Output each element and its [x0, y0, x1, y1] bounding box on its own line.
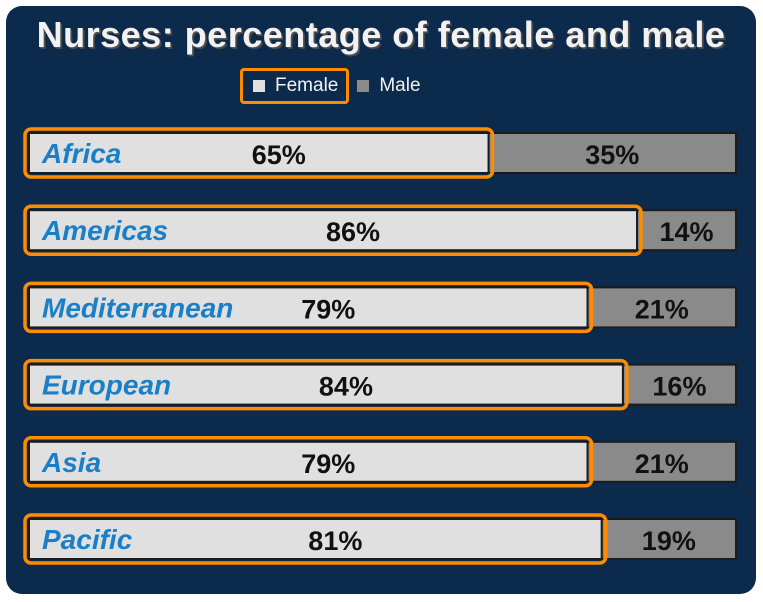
value-label-female-pacific: 81% [308, 526, 362, 556]
highlight-outline-european [23, 358, 629, 411]
value-label-male-americas: 14% [659, 217, 713, 247]
highlight-outline-asia [23, 436, 594, 488]
value-label-female-americas: 86% [326, 217, 380, 247]
bar-male-mediterranean [586, 286, 738, 329]
value-label-male-pacific: 19% [642, 526, 696, 556]
value-label-male-asia: 21% [635, 449, 689, 479]
value-label-female-european: 84% [319, 372, 373, 402]
legend: Female Male [240, 68, 429, 104]
category-label-european: European [42, 370, 171, 401]
chart-panel: Nurses: percentage of female and male Fe… [6, 6, 756, 594]
category-label-pacific: Pacific [42, 524, 133, 555]
value-label-male-european: 16% [652, 372, 706, 402]
bar-female-americas [28, 209, 639, 252]
highlight-outline-africa [23, 127, 495, 179]
category-label-africa: Africa [41, 138, 121, 169]
bar-male-americas [636, 209, 738, 252]
value-label-male-mediterranean: 21% [635, 294, 689, 324]
legend-label-female: Female [275, 75, 339, 96]
legend-item-male[interactable]: Male [349, 71, 428, 101]
legend-swatch-female [253, 80, 265, 92]
highlight-outline-pacific [23, 513, 608, 565]
chart-title: Nurses: percentage of female and male [36, 14, 726, 55]
bar-chart: Africa 65% 35% Americas 86% 14% Mediterranean 7… [23, 127, 738, 565]
value-label-female-asia: 79% [301, 449, 355, 479]
category-label-mediterranean: Mediterranean [42, 292, 233, 323]
highlight-outline-mediterranean [23, 281, 594, 334]
bar-female-mediterranean [28, 286, 589, 329]
bar-female-africa [28, 132, 490, 174]
legend-item-female[interactable]: Female [240, 68, 350, 104]
bar-male-africa [487, 132, 737, 174]
legend-label-male: Male [379, 75, 421, 96]
bar-female-european [28, 363, 624, 406]
category-label-asia: Asia [41, 447, 101, 478]
legend-swatch-male [357, 80, 370, 92]
value-label-female-mediterranean: 79% [301, 294, 355, 324]
category-label-americas: Americas [41, 215, 168, 246]
bar-female-asia [28, 440, 589, 483]
bar-female-pacific [28, 518, 603, 560]
value-label-male-africa: 35% [585, 140, 639, 170]
highlight-outline-americas [23, 204, 643, 256]
value-label-female-africa: 65% [252, 140, 306, 170]
bar-male-european [621, 363, 738, 406]
bar-male-asia [586, 440, 738, 483]
